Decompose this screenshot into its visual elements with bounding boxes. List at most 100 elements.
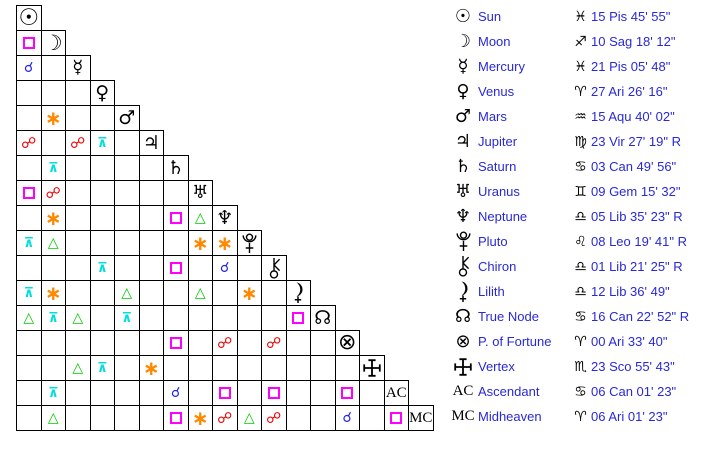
grid-cell — [65, 180, 91, 206]
aspect-quincunx-icon: ⊼ — [47, 310, 59, 326]
planet-row-moon: ☽ Moon ♐ 10 Sag 18' 12" — [448, 29, 705, 54]
truenode-glyph: ☊ — [314, 306, 332, 329]
planet-glyph-cell: ☽ — [448, 32, 478, 51]
venus-glyph: ♀ — [95, 81, 110, 104]
sign-cell: ♋ — [570, 385, 591, 399]
grid-cell-neptune-moon: ∗ — [40, 205, 66, 231]
grid-cell — [16, 380, 42, 406]
moon-glyph: ☽ — [43, 30, 63, 55]
sign-cell: ♍ — [570, 135, 591, 149]
grid-cell-jupiter-mercury: ☍ — [65, 130, 91, 156]
grid-cell — [89, 405, 115, 431]
uranus-glyph: ♅ — [454, 180, 472, 202]
grid-cell — [89, 180, 115, 206]
grid-cell — [114, 255, 140, 281]
planet-name: Midheaven — [478, 409, 542, 424]
aspect-conjunction-icon: ☌ — [24, 60, 34, 76]
planet-position: 15 Aqu 40' 02" — [591, 109, 675, 124]
aspect-trine-icon: △ — [194, 285, 206, 301]
grid-cell-neptune-uranus: △ — [187, 205, 213, 231]
grid-cell — [138, 205, 164, 231]
sign-cell: ♒ — [570, 110, 591, 124]
libra-glyph: ♎ — [574, 208, 587, 225]
pisces-glyph: ♓ — [574, 8, 587, 25]
grid-cell — [138, 305, 164, 331]
planet-glyph-cell: ☿ — [448, 57, 478, 76]
sign-cell: ♎ — [570, 210, 591, 224]
sign-cell: ♐ — [570, 35, 591, 49]
grid-planet-mercury: ☿ — [65, 55, 91, 81]
sign-cell: ♋ — [570, 160, 591, 174]
aspect-sextile-icon: ∗ — [142, 356, 160, 380]
grid-cell-ac-saturn: ☌ — [163, 380, 189, 406]
grid-planet-jupiter: ♃ — [138, 130, 164, 156]
grid-cell-pluto-moon: △ — [40, 230, 66, 256]
vertex-glyph — [363, 359, 381, 377]
grid-cell-ac-chiron — [261, 380, 287, 406]
grid-cell — [163, 305, 189, 331]
grid-cell — [236, 380, 262, 406]
sign-cell: ♈ — [570, 410, 591, 424]
grid-cell-chiron-venus: ⊼ — [89, 255, 115, 281]
aspect-opposition-icon: ☍ — [70, 133, 86, 152]
sign-cell: ♈ — [570, 85, 591, 99]
grid-cell-mc-saturn — [163, 405, 189, 431]
sun-glyph: ☉ — [454, 5, 472, 27]
grid-cell — [285, 330, 311, 356]
grid-cell-chiron-neptune: ☌ — [212, 255, 238, 281]
planet-position: 12 Lib 36' 49" — [591, 284, 670, 299]
planet-position: 06 Can 01' 23" — [591, 384, 677, 399]
aspect-square-icon — [22, 37, 35, 49]
grid-cell-truenode-mercury: △ — [65, 305, 91, 331]
mc-glyph: MC — [409, 409, 433, 426]
fortune-glyph: ⊗ — [455, 330, 471, 352]
aspect-trine-icon: △ — [47, 235, 59, 251]
planet-name: Mars — [478, 109, 507, 124]
grid-cell — [114, 205, 140, 231]
grid-cell — [138, 230, 164, 256]
scorpio-glyph: ♏ — [574, 358, 587, 375]
grid-cell — [163, 280, 189, 306]
grid-cell — [40, 330, 66, 356]
planet-row-saturn: ♄ Saturn ♋ 03 Can 49' 56" — [448, 154, 705, 179]
planet-glyph-cell: AC — [448, 384, 478, 399]
grid-cell — [261, 355, 287, 381]
grid-cell-fortune-saturn — [163, 330, 189, 356]
planet-glyph-cell: ☉ — [448, 5, 478, 27]
grid-cell-mc-pluto: △ — [236, 405, 262, 431]
aries-glyph: ♈ — [574, 408, 587, 425]
planet-name: Moon — [478, 34, 511, 49]
aspect-sextile-icon: ∗ — [216, 231, 234, 255]
grid-cell — [187, 380, 213, 406]
grid-cell — [138, 155, 164, 181]
grid-planet-venus: ♀ — [89, 80, 115, 106]
grid-cell — [114, 180, 140, 206]
grid-cell — [16, 155, 42, 181]
planet-row-mercury: ☿ Mercury ♓ 21 Pis 05' 48" — [448, 54, 705, 79]
grid-planet-sun: ☉ — [16, 5, 42, 31]
planet-glyph-cell: ♃ — [448, 132, 478, 151]
aspect-trine-icon: △ — [243, 410, 255, 426]
grid-cell — [89, 280, 115, 306]
grid-cell — [16, 205, 42, 231]
grid-cell-fortune-neptune: ☍ — [212, 330, 238, 356]
grid-cell — [187, 355, 213, 381]
grid-cell-mc-neptune: ☍ — [212, 405, 238, 431]
grid-cell-lilith-pluto: ∗ — [236, 280, 262, 306]
venus-glyph: ♀ — [456, 80, 470, 102]
grid-cell — [89, 105, 115, 131]
aspect-opposition-icon: ☍ — [45, 183, 61, 202]
aspect-trine-icon: △ — [47, 410, 59, 426]
grid-cell-truenode-lilith — [285, 305, 311, 331]
mars-glyph: ♂ — [454, 105, 472, 127]
aspect-sextile-icon: ∗ — [240, 281, 258, 305]
grid-cell — [187, 255, 213, 281]
grid-cell-lilith-sun: ⊼ — [16, 280, 42, 306]
grid-cell — [65, 405, 91, 431]
saturn-glyph: ♄ — [454, 155, 472, 177]
grid-cell — [40, 80, 66, 106]
leo-glyph: ♌ — [574, 233, 587, 250]
grid-cell-jupiter-sun: ☍ — [16, 130, 42, 156]
grid-cell — [334, 355, 360, 381]
aries-glyph: ♈ — [574, 333, 587, 350]
